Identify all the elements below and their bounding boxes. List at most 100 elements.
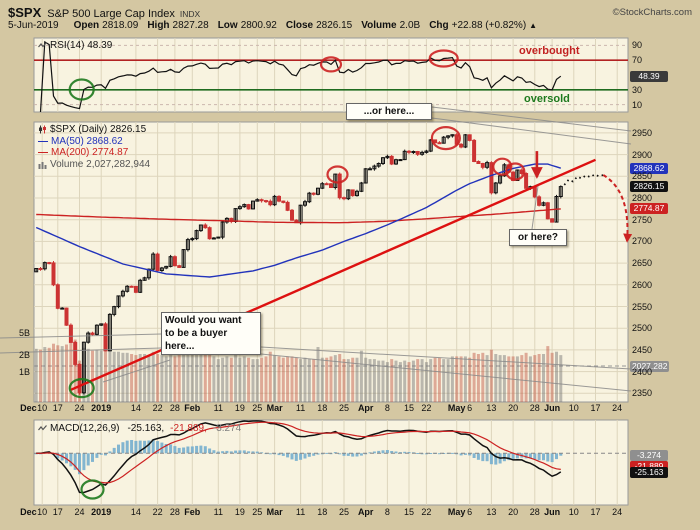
annotation-circle-red (319, 56, 343, 73)
x-axis-tick: 10 (568, 507, 579, 517)
x-axis-tick: May (447, 403, 466, 413)
annotation-circle-red (492, 157, 513, 176)
quote-field-value: 2818.09 (102, 20, 139, 31)
annotation-circle-red (428, 49, 459, 68)
ma200-dash-icon: — (38, 147, 48, 158)
quote-field-value: 2.0B (399, 20, 421, 31)
support-trendline (70, 158, 596, 391)
rsi-axis-label: 70 (632, 55, 643, 66)
x-axis-tick: 28 (529, 403, 540, 413)
projection-red-arrow (602, 174, 633, 243)
quote-field-value: 2826.15 (316, 20, 353, 31)
x-axis-tick: 17 (590, 403, 601, 413)
ma50-line (35, 163, 562, 278)
macd-legend: MACD(12,26,9) -25.163, -21.889, -3.274 (38, 423, 241, 435)
annotation-circle-green (68, 378, 95, 399)
x-axis-tick: 28 (529, 507, 540, 517)
quote-field-label: Close (285, 20, 314, 31)
x-axis-tick: 24 (612, 403, 623, 413)
x-axis-tick: 2019 (91, 507, 112, 517)
indicator-line-icon (38, 42, 47, 48)
projection-dotted-line (563, 173, 604, 186)
change-up-icon: ▲ (529, 21, 538, 30)
quote-field-label: High (147, 20, 170, 31)
x-axis-tick: 25 (252, 403, 263, 413)
quote-field-label: Volume (361, 20, 397, 31)
x-axis-tick: 28 (169, 507, 180, 517)
ma50-dash-icon: — (38, 135, 48, 147)
x-axis-tick: 6 (467, 403, 473, 413)
volume-axis-label: 5B (18, 327, 30, 338)
quote-field-value: 2827.28 (172, 20, 209, 31)
oversold-label: oversold (524, 93, 570, 105)
volume-bars (34, 339, 563, 402)
x-axis-tick: 25 (338, 507, 349, 517)
x-axis-tick: 11 (213, 507, 223, 517)
price-axis-label: 2950 (632, 127, 653, 138)
x-axis-tick: 10 (37, 507, 48, 517)
macd-signal-line (36, 421, 561, 484)
x-axis-tick: Dec (20, 403, 37, 413)
quote-field-label: Open (73, 20, 100, 31)
volume-axis-label: 1B (18, 367, 30, 377)
x-axis-tick: 10 (568, 403, 579, 413)
x-axis-tick: 20 (508, 507, 519, 517)
x-axis-tick: 24 (74, 507, 85, 517)
annotation-circle-red (505, 162, 526, 181)
callout-buyer-question: Would you want to be a buyer here... (161, 312, 261, 355)
macd-signal-badge: -21.889 (630, 461, 668, 472)
x-axis-tick: Feb (184, 507, 201, 517)
price-axis-label: 2500 (632, 323, 653, 334)
quote-field-label: Low (217, 20, 238, 31)
annotation-circle-green (80, 479, 105, 500)
vertical-gridlines (41, 38, 618, 505)
x-axis-tick: 11 (295, 507, 306, 517)
annotation-circle-green (68, 78, 95, 101)
volume-bars-icon (38, 161, 47, 169)
x-axis-tick: 8 (384, 507, 390, 517)
last-price-badge: 2826.15 (630, 181, 668, 192)
price-axis-label: 2750 (632, 214, 653, 225)
volume-axis-label: 2B (18, 350, 30, 361)
annotation-circle-red (430, 126, 461, 151)
x-axis-tick: 18 (317, 403, 328, 413)
macd-hist-value: -3.274 (212, 423, 242, 434)
symbol-legend-text: $SPX (Daily) 2826.15 (50, 124, 147, 135)
x-axis-tick: 11 (295, 403, 306, 413)
x-axis-tick: Mar (266, 403, 283, 413)
rsi-axis-label: 30 (632, 84, 643, 95)
x-axis-tick: Jun (544, 507, 561, 517)
overbought-label: overbought (519, 45, 580, 57)
macd-legend-name: MACD(12,26,9) (50, 423, 120, 434)
ma200-legend-text: MA(200) 2774.87 (51, 147, 129, 158)
x-axis-tick: Jun (544, 403, 561, 413)
callout-or-here-top: ...or here... (346, 103, 432, 120)
quote-field-value: +22.88 (+0.82%) (451, 20, 527, 31)
ma50-legend-text: MA(50) 2868.62 (51, 135, 123, 147)
x-axis-tick: Apr (357, 403, 374, 413)
price-axis-label: 2550 (632, 301, 653, 312)
x-axis-tick: 13 (486, 507, 497, 517)
x-axis-tick: 22 (421, 403, 432, 413)
annotation-circle-red (326, 165, 349, 184)
x-axis-tick: 15 (403, 507, 414, 517)
price-axis-label: 2400 (632, 366, 653, 377)
rsi-line (39, 40, 562, 113)
symbol-label: $SPX (8, 5, 42, 20)
candlestick-icon (39, 125, 46, 134)
x-axis-tick: 25 (338, 403, 349, 413)
x-axis-tick: 22 (152, 507, 163, 517)
macd-value: -25.163, (127, 423, 165, 434)
rsi-legend-text: RSI(14) 48.39 (50, 40, 113, 51)
quote-row: 5-Jun-2019 Open 2818.09 High 2827.28 Low 2800.… (8, 20, 537, 31)
x-axis-tick: 18 (317, 507, 328, 517)
rsi-axis-label: 90 (632, 40, 643, 51)
x-axis-tick: 17 (52, 403, 63, 413)
x-axis-tick: 19 (234, 403, 245, 413)
rsi-axis-label: 10 (632, 99, 643, 110)
x-axis-tick: 22 (421, 507, 432, 517)
rsi-legend: RSI(14) 48.39 (38, 40, 112, 52)
x-axis-tick: May (447, 507, 466, 517)
